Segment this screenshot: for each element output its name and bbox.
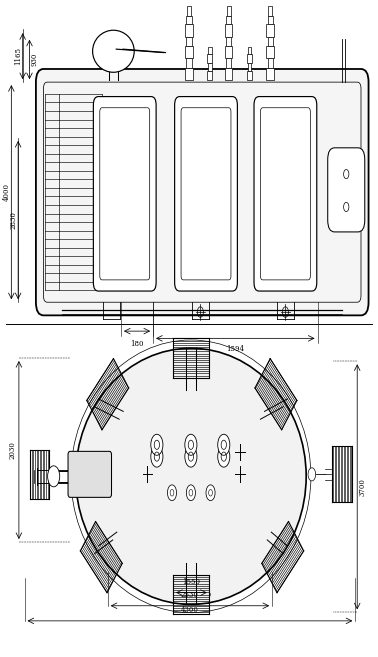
Text: 180: 180 [130,340,144,348]
Text: 1165: 1165 [14,47,22,65]
Text: 1550: 1550 [182,578,200,586]
Circle shape [185,434,197,455]
Text: 2530: 2530 [181,591,199,599]
FancyBboxPatch shape [226,37,231,46]
Text: 3700: 3700 [359,478,367,496]
FancyBboxPatch shape [186,37,192,46]
FancyBboxPatch shape [225,68,232,80]
FancyBboxPatch shape [266,24,274,37]
Circle shape [48,466,60,487]
FancyBboxPatch shape [266,68,274,80]
Circle shape [185,446,197,467]
FancyBboxPatch shape [93,97,156,291]
Text: 4300: 4300 [181,606,199,614]
Bar [227,6,231,16]
FancyBboxPatch shape [225,24,232,37]
Bar [247,71,252,80]
FancyBboxPatch shape [226,58,231,68]
Text: 2830: 2830 [9,211,17,229]
Circle shape [151,446,163,467]
Text: 4000: 4000 [2,183,11,201]
Text: 930: 930 [30,53,38,66]
Circle shape [167,485,177,501]
Circle shape [218,446,230,467]
FancyBboxPatch shape [254,97,317,291]
Bar [187,6,191,16]
Circle shape [344,202,349,212]
FancyBboxPatch shape [225,46,232,58]
Ellipse shape [76,348,306,604]
FancyBboxPatch shape [36,69,369,315]
Circle shape [218,434,230,455]
Bar [208,63,212,71]
Circle shape [151,434,163,455]
FancyBboxPatch shape [268,37,273,46]
FancyBboxPatch shape [68,451,112,497]
Bar [208,47,212,54]
FancyBboxPatch shape [185,68,193,80]
FancyBboxPatch shape [266,46,274,58]
Bar [207,54,212,63]
FancyBboxPatch shape [226,16,231,24]
Text: 2030: 2030 [9,441,17,459]
Circle shape [206,485,215,501]
Bar [207,71,212,80]
Bar [248,63,251,71]
Circle shape [308,468,316,481]
FancyBboxPatch shape [268,16,273,24]
Bar [248,47,251,54]
FancyBboxPatch shape [185,46,193,58]
FancyBboxPatch shape [328,148,365,232]
FancyBboxPatch shape [175,97,237,291]
Ellipse shape [93,30,134,72]
Bar [268,6,272,16]
FancyBboxPatch shape [186,16,192,24]
Bar [247,54,252,63]
Text: 1594: 1594 [226,345,244,353]
FancyBboxPatch shape [186,58,192,68]
Circle shape [344,170,349,179]
FancyBboxPatch shape [185,24,193,37]
Circle shape [186,485,195,501]
FancyBboxPatch shape [268,58,273,68]
